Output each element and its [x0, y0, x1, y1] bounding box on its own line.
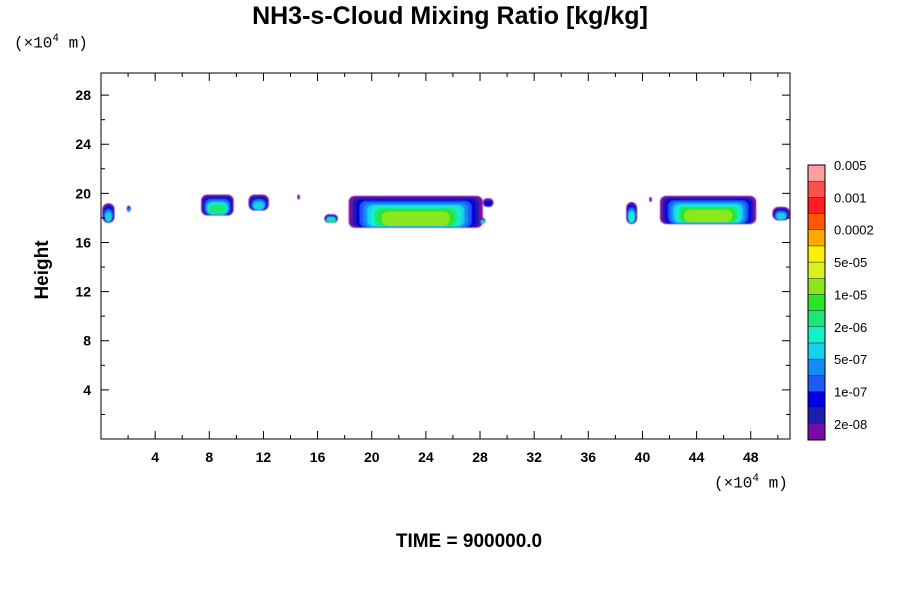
x-tick-label: 4: [151, 449, 159, 465]
cloud-contour: [297, 194, 300, 200]
cloud-patch: [626, 201, 638, 225]
cloud-contour: [628, 212, 635, 223]
colorbar-swatch: [807, 261, 826, 279]
x-tick-label: 40: [635, 449, 651, 465]
y-tick-label: 28: [75, 87, 91, 103]
x-tick-label: 24: [418, 449, 434, 465]
colorbar-swatch: [807, 407, 826, 425]
cloud-contour: [208, 204, 226, 215]
cloud-patch: [649, 197, 652, 202]
x-tick-label: 20: [364, 449, 380, 465]
colorbar-label: 1e-05: [834, 287, 867, 302]
x-tick-label: 8: [205, 449, 213, 465]
cloud-contour: [776, 213, 786, 220]
cloud-patch: [297, 194, 300, 200]
colorbar-label: 2e-08: [834, 417, 867, 432]
cloud-patch: [772, 206, 790, 221]
cloud-patch: [102, 203, 115, 223]
colorbar-label: 2e-06: [834, 320, 867, 335]
cloud-contour: [327, 218, 335, 223]
y-tick-label: 20: [75, 185, 91, 201]
colorbar-label: 0.005: [834, 158, 867, 173]
x-tick-label: 48: [743, 449, 759, 465]
y-tick-label: 16: [75, 234, 91, 250]
cloud-contour: [105, 212, 112, 222]
y-tick-label: 24: [75, 136, 91, 152]
plot-frame: [100, 72, 791, 440]
cloud-contour: [127, 208, 130, 212]
colorbar-swatch: [807, 391, 826, 408]
y-tick-label: 8: [83, 333, 91, 349]
colorbar-swatch: [807, 423, 826, 441]
colorbar-swatch: [807, 277, 826, 295]
x-axis-unit: (×104 m): [714, 473, 788, 493]
cloud-contour: [481, 220, 485, 224]
cloud-patch: [324, 214, 338, 223]
colorbar-swatch: [807, 197, 826, 214]
cloud-contour: [381, 211, 450, 226]
x-tick-label: 28: [472, 449, 488, 465]
colorbar-label: 5e-05: [834, 255, 867, 270]
time-label: TIME = 900000.0: [395, 531, 543, 552]
cloud-patch: [248, 194, 269, 211]
x-tick-label: 36: [581, 449, 597, 465]
cloud-field: [102, 194, 790, 228]
colorbar-swatch: [807, 294, 826, 311]
colorbar-label: 5e-07: [834, 352, 867, 367]
colorbar-swatch: [807, 213, 826, 230]
cloud-patch: [482, 198, 494, 207]
cloud-patch: [126, 205, 131, 212]
x-tick-label: 44: [689, 449, 705, 465]
y-tick-label: 4: [83, 382, 91, 398]
cloud-patch: [660, 195, 757, 225]
colorbar-swatch: [807, 180, 826, 198]
cloud-patch: [348, 195, 483, 228]
colorbar: 2e-08 1e-07 5e-07 2e-06 1e-05 5e-05 0.0002 0.00…: [807, 158, 874, 441]
cloud-contour: [649, 197, 652, 202]
colorbar-swatch: [807, 326, 826, 344]
x-axis: 4 8 12 16 20 24 28 32 36 40 44 48: [127, 73, 779, 465]
y-tick-label: 12: [75, 284, 91, 300]
y-axis: 4 8 12 16 20 24 28: [75, 87, 790, 415]
colorbar-label: 1e-07: [834, 384, 867, 399]
cloud-contour: [484, 201, 492, 207]
colorbar-swatch: [807, 245, 826, 263]
x-tick-label: 16: [310, 449, 326, 465]
colorbar-swatch: [807, 375, 826, 392]
x-tick-label: 32: [526, 449, 542, 465]
cloud-patch: [480, 217, 486, 225]
colorbar-swatch: [807, 164, 826, 182]
colorbar-label: 0.001: [834, 190, 867, 205]
cloud-contour: [683, 209, 733, 223]
colorbar-swatch: [807, 310, 826, 328]
x-tick-label: 12: [256, 449, 272, 465]
colorbar-swatch: [807, 358, 826, 376]
cloud-patch: [201, 194, 234, 216]
colorbar-label: 0.0002: [834, 223, 874, 238]
chart-title: NH3-s-Cloud Mixing Ratio [kg/kg]: [252, 2, 648, 30]
colorbar-swatch: [807, 342, 826, 360]
colorbar-swatch: [807, 229, 826, 247]
colorbar-frame: [807, 164, 826, 441]
cloud-contour: [253, 201, 265, 210]
y-axis-unit: (×104 m): [14, 33, 88, 53]
